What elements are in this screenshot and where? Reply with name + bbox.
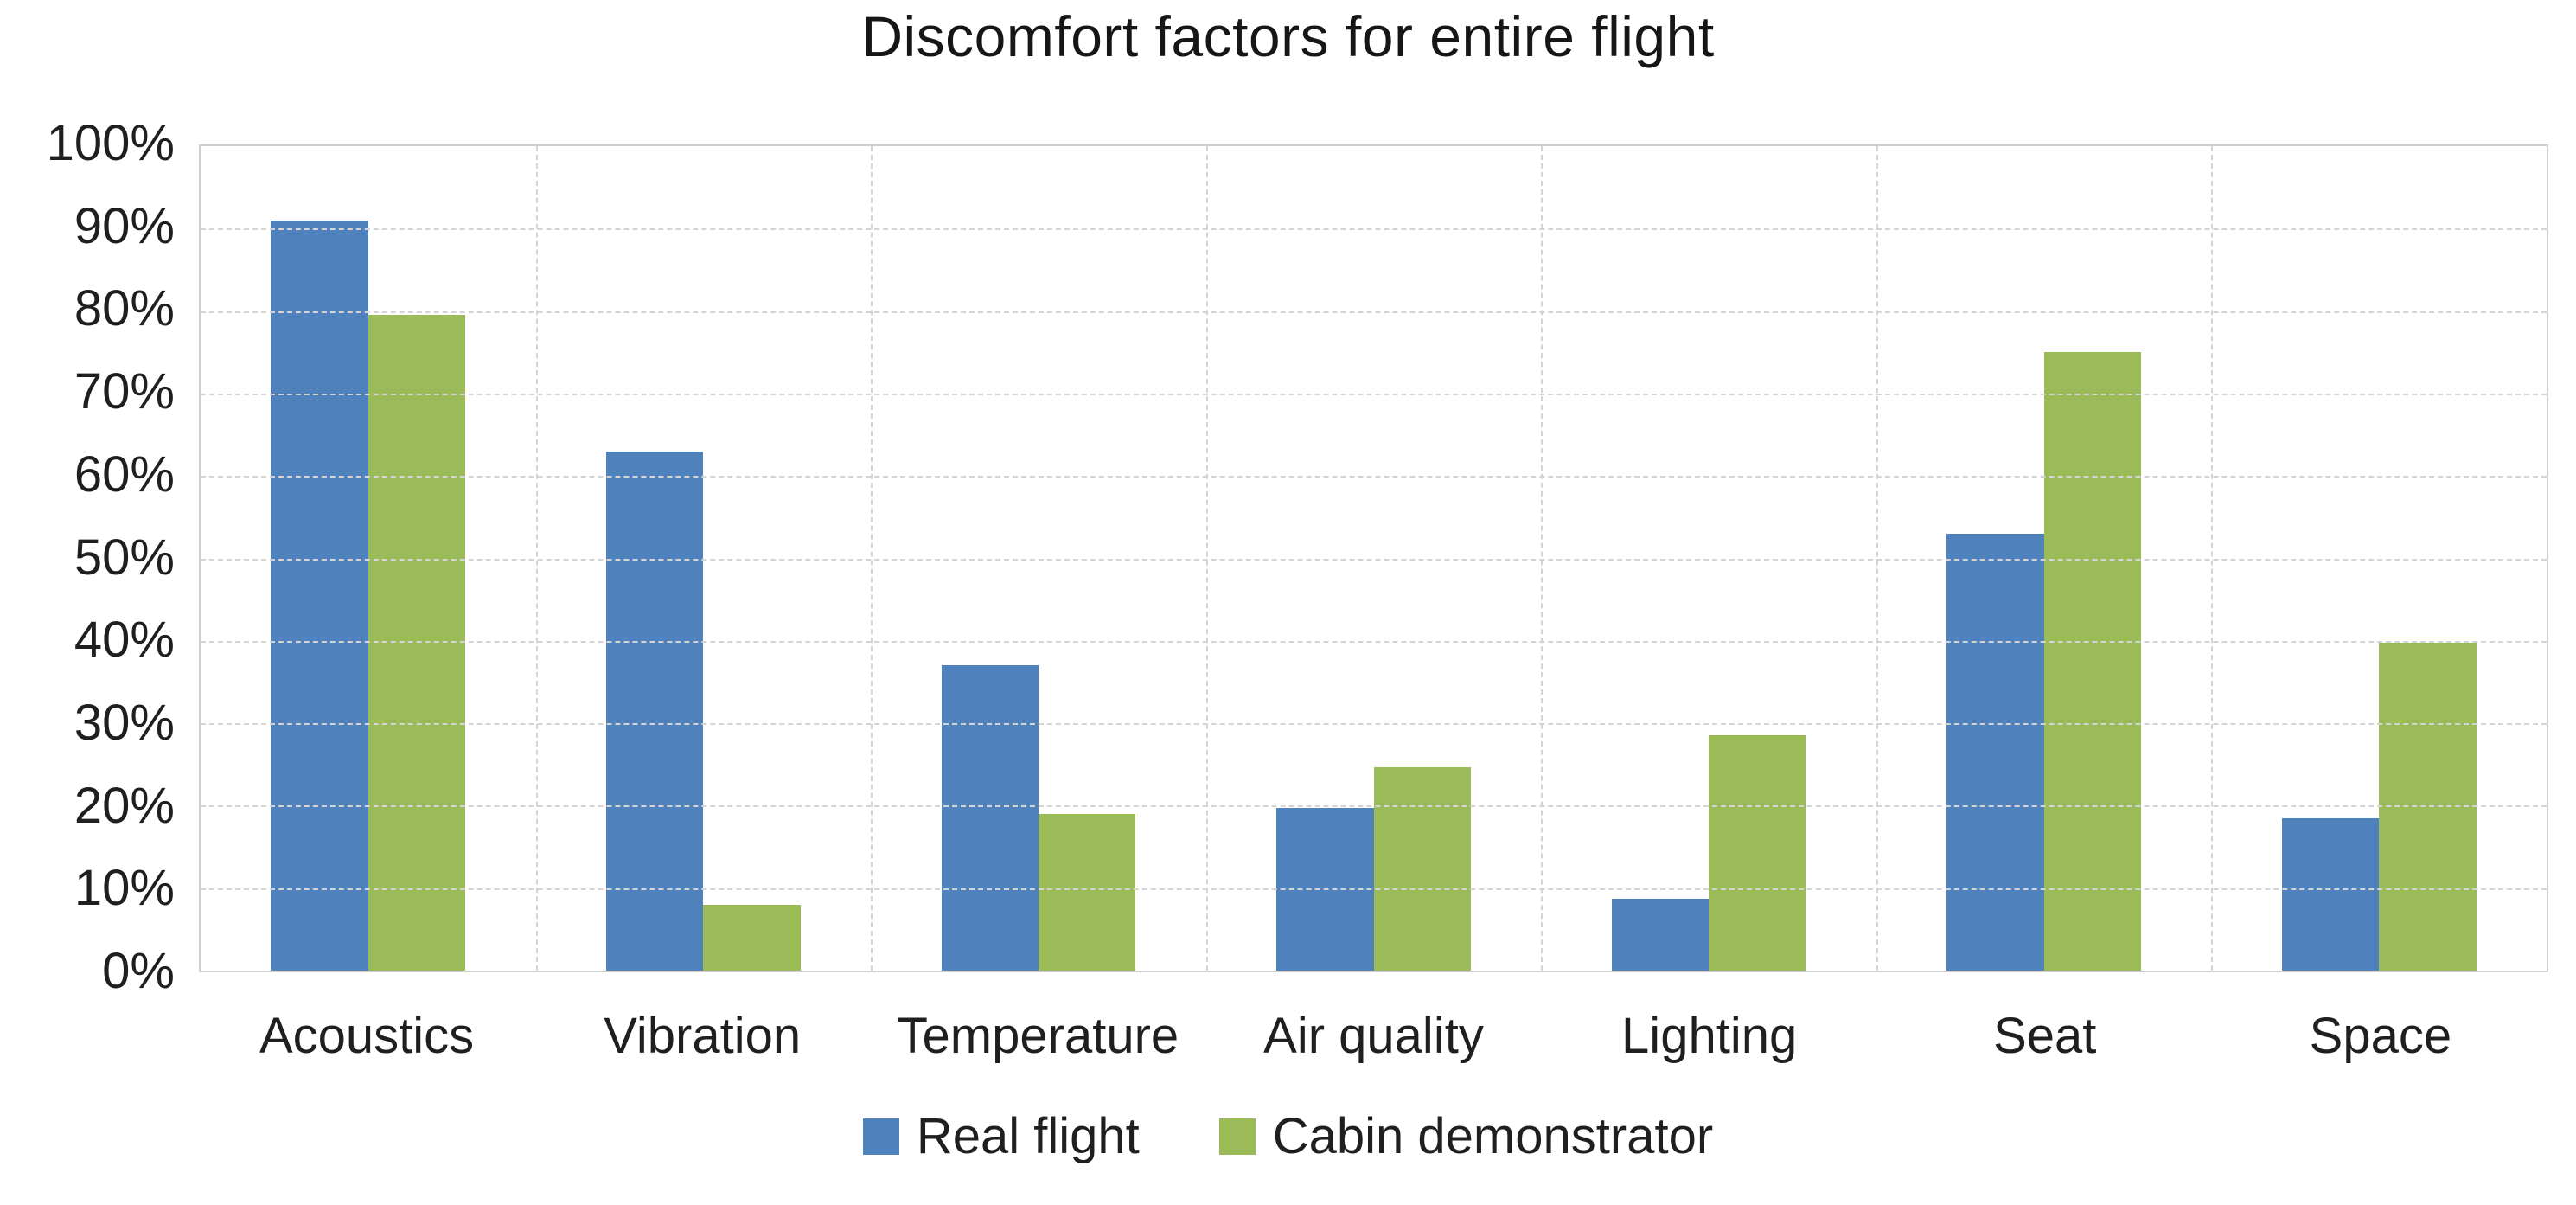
legend-label: Cabin demonstrator — [1272, 1108, 1714, 1164]
bar — [271, 220, 368, 971]
chart-title: Discomfort factors for entire flight — [861, 4, 1715, 68]
category-group — [871, 146, 1206, 971]
category-label: Temperature — [897, 1008, 1179, 1064]
y-axis: 0% 10% 20% 30% 40% 50% 60% 70% 80% 90% 100% — [0, 115, 175, 999]
gridline-horizontal — [201, 558, 2547, 561]
legend-item: Real flight — [862, 1107, 1140, 1165]
legend-swatch — [1218, 1118, 1256, 1155]
plot-area — [199, 144, 2548, 972]
bars-container — [201, 146, 2547, 971]
y-tick-label: 70% — [74, 363, 175, 420]
gridline-horizontal — [201, 476, 2547, 478]
bar — [2281, 817, 2380, 971]
bar — [941, 665, 1039, 971]
bar — [1611, 899, 1710, 971]
gridline-horizontal — [201, 311, 2547, 313]
y-tick-label: 100% — [46, 115, 175, 172]
bar-pair — [1276, 146, 1471, 971]
bar-pair — [1611, 146, 1806, 971]
legend-swatch — [862, 1118, 899, 1155]
y-tick-label: 30% — [74, 695, 175, 752]
category-group — [536, 146, 872, 971]
category-label: Space — [2309, 1008, 2452, 1064]
bar — [368, 315, 466, 971]
bar — [1946, 533, 2044, 971]
y-tick-label: 90% — [74, 197, 175, 254]
category-label: Air quality — [1263, 1008, 1484, 1064]
y-tick-label: 50% — [74, 529, 175, 586]
bar — [2043, 352, 2142, 971]
gridline-vertical — [2211, 146, 2214, 971]
bar — [1038, 813, 1136, 971]
gridline-vertical — [535, 146, 538, 971]
gridline-horizontal — [201, 888, 2547, 890]
category-label: Vibration — [604, 1008, 802, 1064]
y-tick-label: 10% — [74, 860, 175, 917]
bar-pair — [605, 146, 801, 971]
bar — [703, 904, 801, 971]
gridline-horizontal — [201, 393, 2547, 395]
legend: Real flight Cabin demonstrator — [0, 1107, 2576, 1165]
x-axis: Acoustics Vibration Temperature Air quality… — [199, 1007, 2548, 1065]
bar — [1709, 735, 1806, 971]
gridline-horizontal — [201, 805, 2547, 808]
bar-pair — [271, 146, 466, 971]
category-label: Acoustics — [259, 1008, 475, 1064]
bar-pair — [1946, 146, 2142, 971]
y-tick-label: 40% — [74, 612, 175, 669]
gridline-vertical — [871, 146, 873, 971]
category-group — [1206, 146, 1542, 971]
category-group — [1876, 146, 2212, 971]
bar — [1373, 766, 1471, 971]
gridline-horizontal — [201, 228, 2547, 231]
y-tick-label: 60% — [74, 445, 175, 503]
legend-label: Real flight — [916, 1108, 1140, 1164]
category-label: Lighting — [1621, 1008, 1798, 1064]
y-tick-label: 20% — [74, 777, 175, 834]
gridline-vertical — [1541, 146, 1544, 971]
bar-pair — [941, 146, 1136, 971]
category-label: Seat — [1993, 1008, 2097, 1064]
category-group — [201, 146, 536, 971]
gridline-vertical — [1205, 146, 1208, 971]
y-tick-label: 80% — [74, 280, 175, 337]
legend-item: Cabin demonstrator — [1218, 1107, 1714, 1165]
category-group — [1541, 146, 1876, 971]
y-tick-label: 0% — [102, 943, 175, 1000]
gridline-horizontal — [201, 723, 2547, 726]
gridline-horizontal — [201, 640, 2547, 643]
bar — [605, 451, 704, 971]
gridline-vertical — [1876, 146, 1878, 971]
